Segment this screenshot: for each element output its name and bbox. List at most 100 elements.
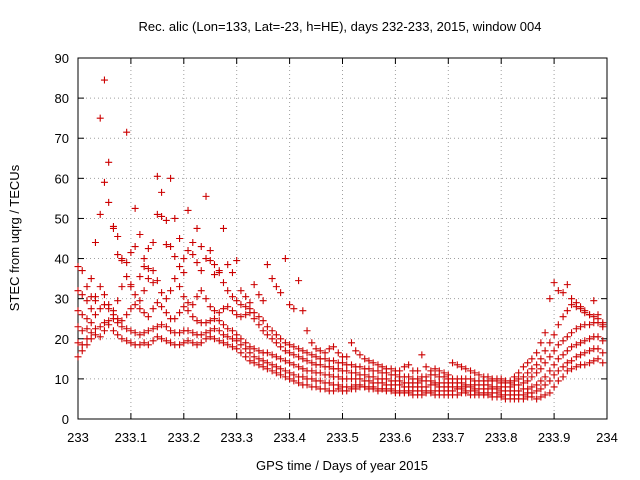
data-point — [83, 297, 91, 305]
data-point — [286, 341, 294, 349]
data-point — [91, 239, 99, 247]
data-point — [131, 243, 139, 251]
data-point — [96, 305, 104, 313]
data-point — [497, 375, 505, 383]
data-point — [197, 243, 205, 251]
data-point — [114, 331, 122, 339]
data-point — [171, 253, 179, 261]
data-point — [334, 373, 342, 381]
data-point — [414, 375, 422, 383]
data-point — [78, 311, 86, 319]
data-point — [250, 345, 258, 353]
data-point — [255, 361, 263, 369]
data-point — [475, 371, 483, 379]
x-tick-label: 233.2 — [168, 430, 201, 445]
data-point — [537, 385, 545, 393]
y-tick-label: 90 — [55, 51, 69, 66]
data-point — [590, 297, 598, 305]
data-point — [96, 283, 104, 291]
data-point — [255, 355, 263, 363]
data-point — [272, 283, 280, 291]
y-tick-label: 30 — [55, 292, 69, 307]
data-point — [184, 307, 192, 315]
data-point — [193, 341, 201, 349]
x-tick-label: 233.4 — [273, 430, 306, 445]
data-point — [136, 273, 144, 281]
data-point — [541, 359, 549, 367]
data-point — [237, 349, 245, 357]
data-point — [224, 261, 232, 269]
data-point — [568, 301, 576, 309]
data-point — [202, 255, 210, 263]
data-point — [550, 371, 558, 379]
data-point — [559, 337, 567, 345]
data-point — [422, 373, 430, 381]
data-point — [467, 375, 475, 383]
data-point — [158, 188, 166, 196]
data-point — [524, 385, 532, 393]
data-point — [109, 307, 117, 315]
data-point — [118, 323, 126, 331]
data-point — [519, 391, 527, 399]
data-point — [263, 331, 271, 339]
data-point — [427, 377, 435, 385]
data-point — [281, 357, 289, 365]
data-point — [246, 357, 254, 365]
data-point — [100, 178, 108, 186]
data-point — [308, 351, 316, 359]
data-point — [295, 277, 303, 285]
data-point — [131, 204, 139, 212]
data-point — [233, 331, 241, 339]
data-point — [316, 361, 324, 369]
data-point — [237, 335, 245, 343]
data-point — [537, 355, 545, 363]
data-point — [83, 325, 91, 333]
data-point — [559, 313, 567, 321]
data-point — [554, 367, 562, 375]
data-point — [136, 305, 144, 313]
data-point — [250, 309, 258, 317]
data-point — [237, 287, 245, 295]
data-point — [334, 365, 342, 373]
data-point — [144, 245, 152, 253]
data-point — [149, 239, 157, 247]
data-point — [91, 331, 99, 339]
data-point — [215, 309, 223, 317]
data-point — [144, 327, 152, 335]
data-point — [114, 297, 122, 305]
data-point — [453, 361, 461, 369]
data-point — [268, 367, 276, 375]
data-point — [118, 317, 126, 325]
data-point — [594, 333, 602, 341]
data-point — [215, 337, 223, 345]
data-point — [281, 347, 289, 355]
data-point — [149, 305, 157, 313]
data-point — [528, 355, 536, 363]
data-point — [140, 329, 148, 337]
data-point — [515, 375, 523, 383]
data-point — [78, 347, 86, 355]
data-point — [255, 313, 263, 321]
data-point — [462, 365, 470, 373]
data-point — [78, 267, 86, 275]
data-point — [87, 305, 95, 313]
data-point — [263, 359, 271, 367]
data-point — [515, 387, 523, 395]
data-point — [405, 373, 413, 381]
data-point — [233, 297, 241, 305]
data-point — [242, 345, 250, 353]
data-point — [374, 361, 382, 369]
data-point — [123, 325, 131, 333]
data-point — [259, 327, 267, 335]
data-point — [259, 357, 267, 365]
data-point — [414, 367, 422, 375]
data-point — [255, 347, 263, 355]
y-tick-label: 70 — [55, 131, 69, 146]
data-point — [277, 343, 285, 351]
data-point — [237, 313, 245, 321]
data-point — [281, 373, 289, 381]
data-point — [105, 158, 113, 166]
data-point — [295, 353, 303, 361]
data-point — [299, 307, 307, 315]
data-point — [422, 363, 430, 371]
